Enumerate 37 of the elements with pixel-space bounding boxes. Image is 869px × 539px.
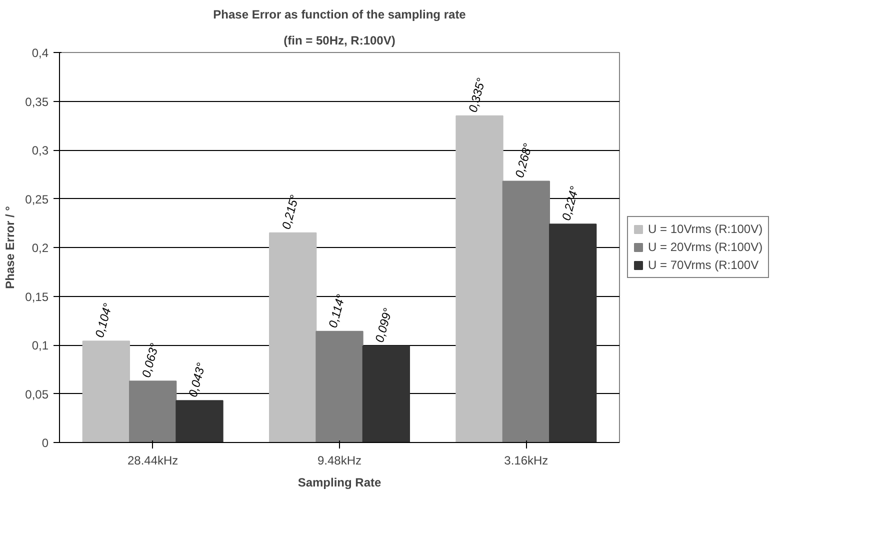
x-tick-label: 28.44kHz [127,454,178,468]
y-axis-title: Phase Error / ° [3,206,18,289]
chart-title: Phase Error as function of the sampling rate [213,8,466,22]
data-label: 0,335° [466,76,488,114]
bar [316,330,364,442]
data-label: 0,268° [512,142,535,180]
y-tick-label: 0,05 [25,387,49,402]
y-tick-label: 0,3 [32,144,49,158]
bar [176,400,224,442]
y-tick-label: 0,2 [32,241,49,255]
data-label: 0,099° [372,306,395,344]
bar [502,180,550,442]
x-tick-label: 9.48kHz [317,454,362,468]
legend-label: U = 10Vrms (R:100V) [648,222,763,236]
x-tick-label: 3.16kHz [504,454,548,468]
bar [129,380,177,442]
x-axis-title: Sampling Rate [298,476,382,490]
data-label: 0,224° [559,184,582,222]
data-label: 0,043° [186,361,208,398]
data-label: 0,215° [279,193,302,231]
y-tick-label: 0,35 [25,94,49,109]
data-label: 0,104° [92,302,115,340]
data-label: 0,114° [326,292,348,330]
y-tick-label: 0,1 [32,338,49,352]
y-tick-label: 0,15 [25,290,49,304]
legend-label: U = 20Vrms (R:100V) [648,240,763,254]
bar [549,224,597,442]
y-tick-label: 0,25 [25,192,49,206]
legend-label: U = 70Vrms (R:100V [648,258,759,272]
bar [362,345,410,442]
data-label: 0,063° [139,342,162,379]
bar [82,340,130,442]
y-tick-label: 0 [42,436,49,450]
bar [269,232,317,442]
chart-subtitle: (fin = 50Hz, R:100V) [284,34,396,48]
y-tick-label: 0,4 [32,46,49,60]
bar [456,115,504,442]
